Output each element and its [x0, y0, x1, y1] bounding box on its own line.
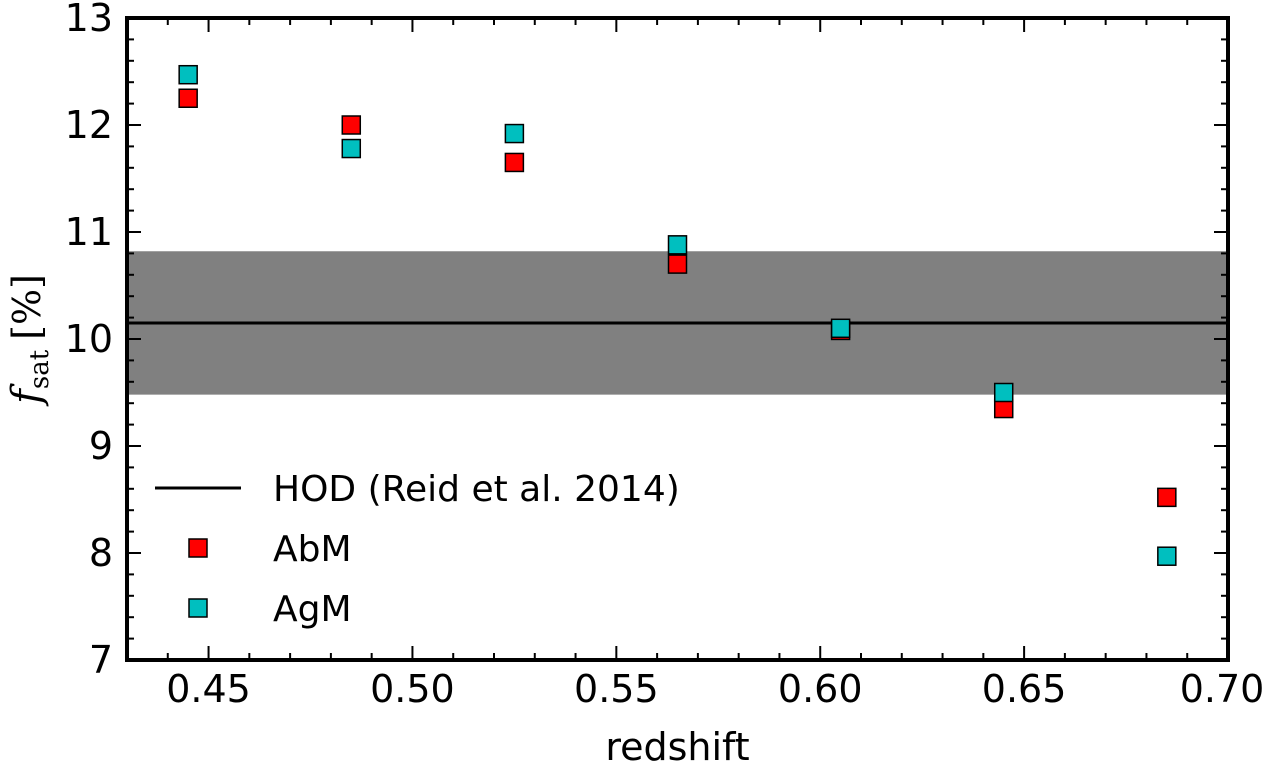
data-points	[178, 64, 1177, 566]
data-point-agm	[667, 235, 688, 255]
data-point-abm	[1157, 487, 1177, 508]
data-point-agm	[178, 64, 198, 85]
x-axis-label: redshift	[605, 725, 749, 769]
y-tick-label: 12	[65, 103, 113, 147]
data-point-agm	[830, 318, 851, 339]
data-point-agm	[1157, 546, 1177, 566]
legend-label-abm: AbM	[273, 529, 352, 570]
legend-marker-abm	[188, 538, 208, 558]
data-point-abm	[178, 88, 198, 108]
y-axis-label: fsat[%]	[4, 274, 55, 407]
x-tick-labels: 0.45 0.50 0.55 0.60 0.65 0.70	[166, 667, 1264, 711]
legend: HOD (Reid et al. 2014) AbM AgM	[155, 469, 680, 630]
y-tick-labels: 7 8 9 10 11 12 13	[65, 0, 113, 682]
plot-frame	[125, 16, 1230, 662]
legend-label-agm: AgM	[273, 589, 352, 630]
x-tick-label: 0.65	[982, 667, 1067, 711]
x-tick-label: 0.45	[166, 667, 251, 711]
x-tick-label: 0.50	[370, 667, 455, 711]
y-tick-label: 11	[65, 210, 113, 254]
y-tick-label: 7	[89, 638, 113, 682]
y-tick-label: 10	[65, 317, 113, 361]
x-tick-label: 0.60	[778, 667, 863, 711]
data-point-agm	[341, 138, 362, 159]
x-tick-label: 0.55	[574, 667, 659, 711]
svg-text:fsat[%]: fsat[%]	[4, 274, 55, 407]
legend-label-hod: HOD (Reid et al. 2014)	[273, 469, 680, 510]
y-tick-label: 13	[65, 0, 113, 40]
y-tick-label: 9	[89, 424, 113, 468]
x-tick-label: 0.70	[1180, 667, 1265, 711]
data-point-agm	[504, 123, 525, 144]
y-tick-label: 8	[89, 531, 113, 575]
data-point-abm	[341, 115, 362, 135]
y-axis-label-sub: sat	[25, 349, 55, 389]
data-point-abm	[667, 254, 688, 274]
data-point-abm	[504, 152, 525, 173]
legend-marker-agm	[188, 598, 208, 618]
data-point-agm	[993, 382, 1014, 403]
y-axis-label-unit: [%]	[5, 274, 49, 340]
